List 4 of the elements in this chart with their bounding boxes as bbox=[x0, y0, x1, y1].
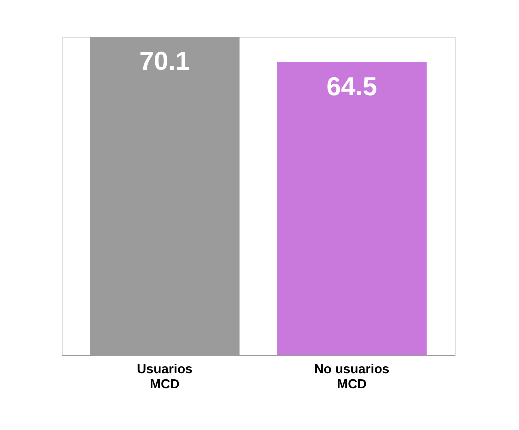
data-label: 70.1 bbox=[140, 46, 190, 76]
x-tick-label: Usuarios MCD bbox=[137, 362, 193, 392]
data-label: 64.5 bbox=[326, 71, 378, 102]
x-tick-label: No usuarios MCD bbox=[314, 362, 390, 392]
